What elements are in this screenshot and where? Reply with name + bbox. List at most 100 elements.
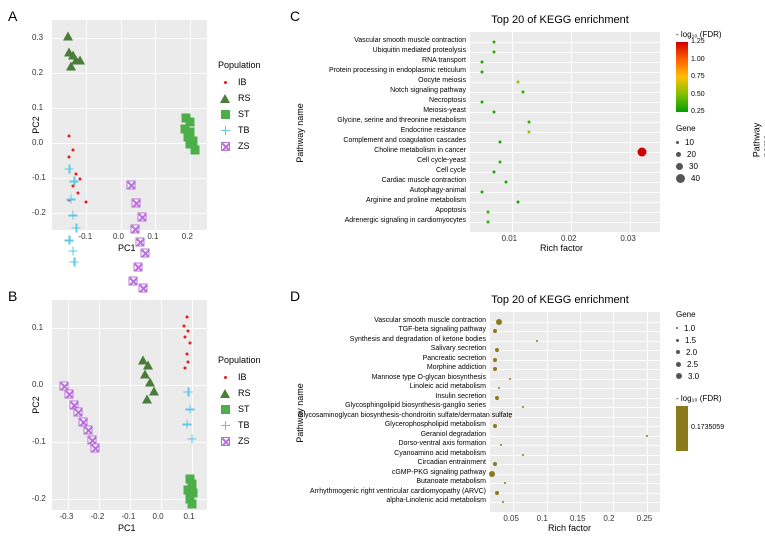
kegg-point [486,221,489,224]
kegg-point [480,61,483,64]
kegg-point [496,319,502,325]
pathway-label: Protein processing in endoplasmic reticu… [298,67,466,74]
panel-a: -0.10.00.10.2-0.2-0.10.00.10.20.3 PC1 PC… [30,20,210,255]
pathway-label: RNA transport [298,57,466,64]
point-IB [187,330,190,333]
plot-b: -0.3-0.2-0.10.00.1-0.2-0.10.00.1 [52,300,207,510]
legend-item-IB: IB [218,369,261,385]
point-ST [190,145,199,154]
kegg-point [493,358,497,362]
pathway-label: Synthesis and degradation of ketone bodi… [298,336,486,343]
kegg-point [504,181,507,184]
plot-a: -0.10.00.10.2-0.2-0.10.00.10.20.3 [52,20,207,230]
kegg-point [498,161,501,164]
pathway-label: Cell cycle-yeast [298,157,466,164]
point-IB [184,367,187,370]
title-c: Top 20 of KEGG enrichment [450,14,670,26]
panel-b-label: B [8,288,17,304]
kegg-point [493,329,497,333]
point-IB [184,335,187,338]
point-IB [85,201,88,204]
pathway-label: Glycosaminoglycan biosynthesis-chondroit… [298,412,486,419]
plot-c: 0.010.020.03Vascular smooth muscle contr… [470,32,660,232]
point-ZS [137,212,146,221]
kegg-point [638,148,647,157]
legend-item-IB: IB [218,74,261,90]
kegg-point [480,101,483,104]
panel-c: Top 20 of KEGG enrichment 0.010.020.03Va… [300,18,670,258]
point-IB [187,361,190,364]
point-TB [70,257,79,266]
kegg-point [509,378,511,380]
legend-item-RS: RS [218,385,261,401]
pathway-label: Glycerophospholipid metabolism [298,421,486,428]
ylabel-c-right: Pathway name [751,123,765,158]
kegg-point [495,396,499,400]
point-RS [142,395,152,404]
kegg-point [480,71,483,74]
kegg-point [493,424,497,428]
point-ZS [65,390,74,399]
legend-d: Gene1.01.52.02.53.0- log₁₀ (FDR)0.173505… [676,310,722,451]
point-ZS [83,426,92,435]
pathway-label: Glycosphingolipid biosynthesis-ganglio s… [298,402,486,409]
pathway-label: Oocyte meiosis [298,77,466,84]
point-TB [182,420,191,429]
pathway-label: Notch signaling pathway [298,87,466,94]
legend-c: Pathway name - log₁₀ (FDR)0.250.500.751.… [676,30,722,184]
kegg-point [492,41,495,44]
legend-b-title: Population [218,355,261,365]
kegg-point [500,444,502,446]
kegg-point [522,454,524,456]
kegg-point [493,367,497,371]
point-TB [65,236,74,245]
point-ZS [141,248,150,257]
kegg-point [536,340,538,342]
panel-a-label: A [8,8,17,24]
point-IB [76,192,79,195]
kegg-point [528,121,531,124]
point-TB [65,164,74,173]
kegg-point [646,435,648,437]
point-ZS [130,225,139,234]
ylabel-b: PC2 [31,396,41,414]
pathway-label: Insulin secretion [298,393,486,400]
pathway-label: Circadian entrainment [298,459,486,466]
panel-d: Top 20 of KEGG enrichment 0.050.10.150.2… [300,298,670,538]
pathway-label: Salivary secretion [298,345,486,352]
point-ZS [139,284,148,293]
legend-item-ST: ST [218,401,261,417]
kegg-point [528,131,531,134]
kegg-point [495,491,499,495]
kegg-point [522,91,525,94]
point-ZS [91,443,100,452]
kegg-point [502,501,504,503]
pathway-label: Apoptosis [298,207,466,214]
pathway-label: Arrhythmogenic right ventricular cardiom… [298,488,486,495]
legend-item-RS: RS [218,90,261,106]
kegg-point [516,81,519,84]
point-IB [68,134,71,137]
point-TB [185,405,194,414]
point-TB [66,195,75,204]
xlabel-a: PC1 [118,243,136,253]
pathway-label: Butanoate metabolism [298,478,486,485]
legend-item-ZS: ZS [218,433,261,449]
ylabel-a: PC2 [31,116,41,134]
xlabel-b: PC1 [118,523,136,533]
pathway-label: Dorso-ventral axis formation [298,440,486,447]
point-ZS [128,277,137,286]
kegg-point [498,387,500,389]
pathway-label: Cyanoamino acid metabolism [298,450,486,457]
point-IB [185,352,188,355]
kegg-point [516,201,519,204]
kegg-point [492,171,495,174]
legend-item-TB: TB [218,122,261,138]
point-IB [75,173,78,176]
panel-c-label: C [290,8,300,24]
pathway-label: Vascular smooth muscle contraction [298,37,466,44]
kegg-point [492,51,495,54]
title-d: Top 20 of KEGG enrichment [450,294,670,306]
kegg-point [504,482,506,484]
legend-item-TB: TB [218,417,261,433]
